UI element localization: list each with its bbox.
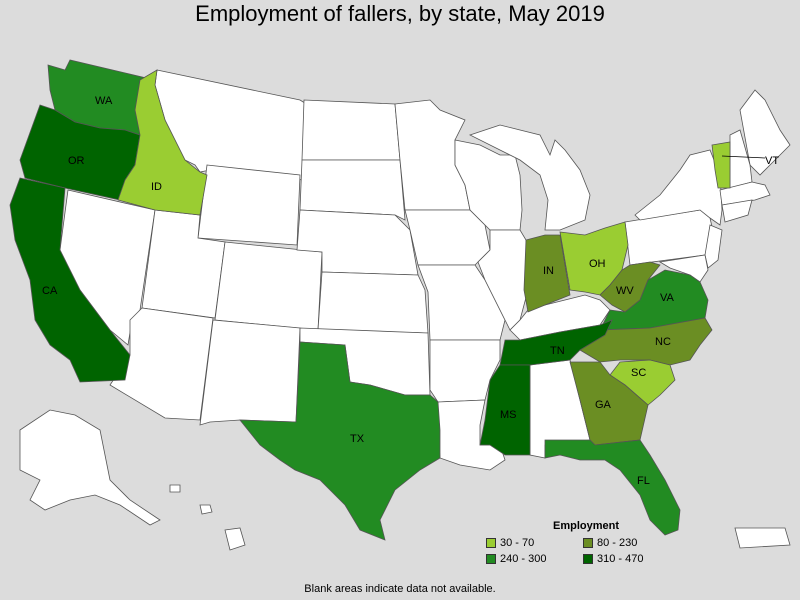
legend-label-3: 240 - 300 xyxy=(500,553,547,566)
state-ar[interactable] xyxy=(429,339,501,403)
state-fl[interactable] xyxy=(544,439,681,536)
state-il[interactable] xyxy=(477,229,529,331)
state-vt[interactable] xyxy=(711,141,731,189)
legend-item-1: 30 - 70 xyxy=(486,537,534,549)
state-ny[interactable] xyxy=(634,149,723,226)
legend-label-4: 310 - 470 xyxy=(597,553,644,566)
legend-swatch-1 xyxy=(486,538,496,549)
state-ak[interactable] xyxy=(19,409,161,526)
map-legend: Employment 30 - 70 80 - 230 240 - 300 31… xyxy=(486,520,686,576)
footnote: Blank areas indicate data not available. xyxy=(304,583,496,595)
state-in[interactable] xyxy=(523,234,571,313)
label-fl: FL xyxy=(637,475,650,487)
legend-item-3: 240 - 300 xyxy=(486,553,546,565)
state-mi[interactable] xyxy=(468,124,591,231)
legend-swatch-2 xyxy=(583,538,593,549)
legend-label-1: 30 - 70 xyxy=(500,537,535,550)
legend-item-2: 80 - 230 xyxy=(583,537,637,549)
state-nj[interactable] xyxy=(704,224,723,269)
state-nm[interactable] xyxy=(199,319,301,426)
label-id: ID xyxy=(151,181,162,193)
state-ia[interactable] xyxy=(404,209,491,266)
label-ca: CA xyxy=(42,285,58,297)
legend-swatch-4 xyxy=(583,554,593,565)
state-sd[interactable] xyxy=(299,159,406,221)
state-wy[interactable] xyxy=(197,164,301,246)
state-ca[interactable] xyxy=(9,177,131,383)
map-title: Employment of fallers, by state, May 201… xyxy=(195,1,605,26)
legend-swatch-3 xyxy=(486,554,496,565)
label-va: VA xyxy=(660,292,675,304)
legend-label-2: 80 - 230 xyxy=(597,537,638,550)
state-nc[interactable] xyxy=(579,317,713,366)
label-in: IN xyxy=(543,265,554,277)
state-tx[interactable] xyxy=(239,341,441,541)
state-ks[interactable] xyxy=(317,271,429,334)
label-vt: VT xyxy=(765,155,779,167)
label-ga: GA xyxy=(595,399,612,411)
label-or: OR xyxy=(68,155,85,167)
label-ms: MS xyxy=(500,409,517,421)
legend-title: Employment xyxy=(552,520,619,532)
legend-item-4: 310 - 470 xyxy=(583,553,643,565)
state-pr[interactable] xyxy=(734,527,791,549)
label-tx: TX xyxy=(350,433,365,445)
state-hi-2[interactable] xyxy=(199,504,213,515)
state-ms[interactable] xyxy=(479,364,531,456)
state-hi-3[interactable] xyxy=(169,484,181,493)
state-ct[interactable] xyxy=(721,199,753,223)
label-wv: WV xyxy=(616,285,634,297)
state-id[interactable] xyxy=(117,69,208,216)
label-wa: WA xyxy=(95,95,113,107)
state-nd[interactable] xyxy=(301,99,401,161)
label-oh: OH xyxy=(589,258,606,270)
state-hi[interactable] xyxy=(224,527,246,551)
label-sc: SC xyxy=(631,367,646,379)
label-tn: TN xyxy=(550,345,565,357)
label-nc: NC xyxy=(655,336,671,348)
state-ga[interactable] xyxy=(569,361,649,446)
state-co[interactable] xyxy=(214,241,323,331)
label-vt-leader xyxy=(721,155,766,159)
state-me[interactable] xyxy=(739,89,791,176)
